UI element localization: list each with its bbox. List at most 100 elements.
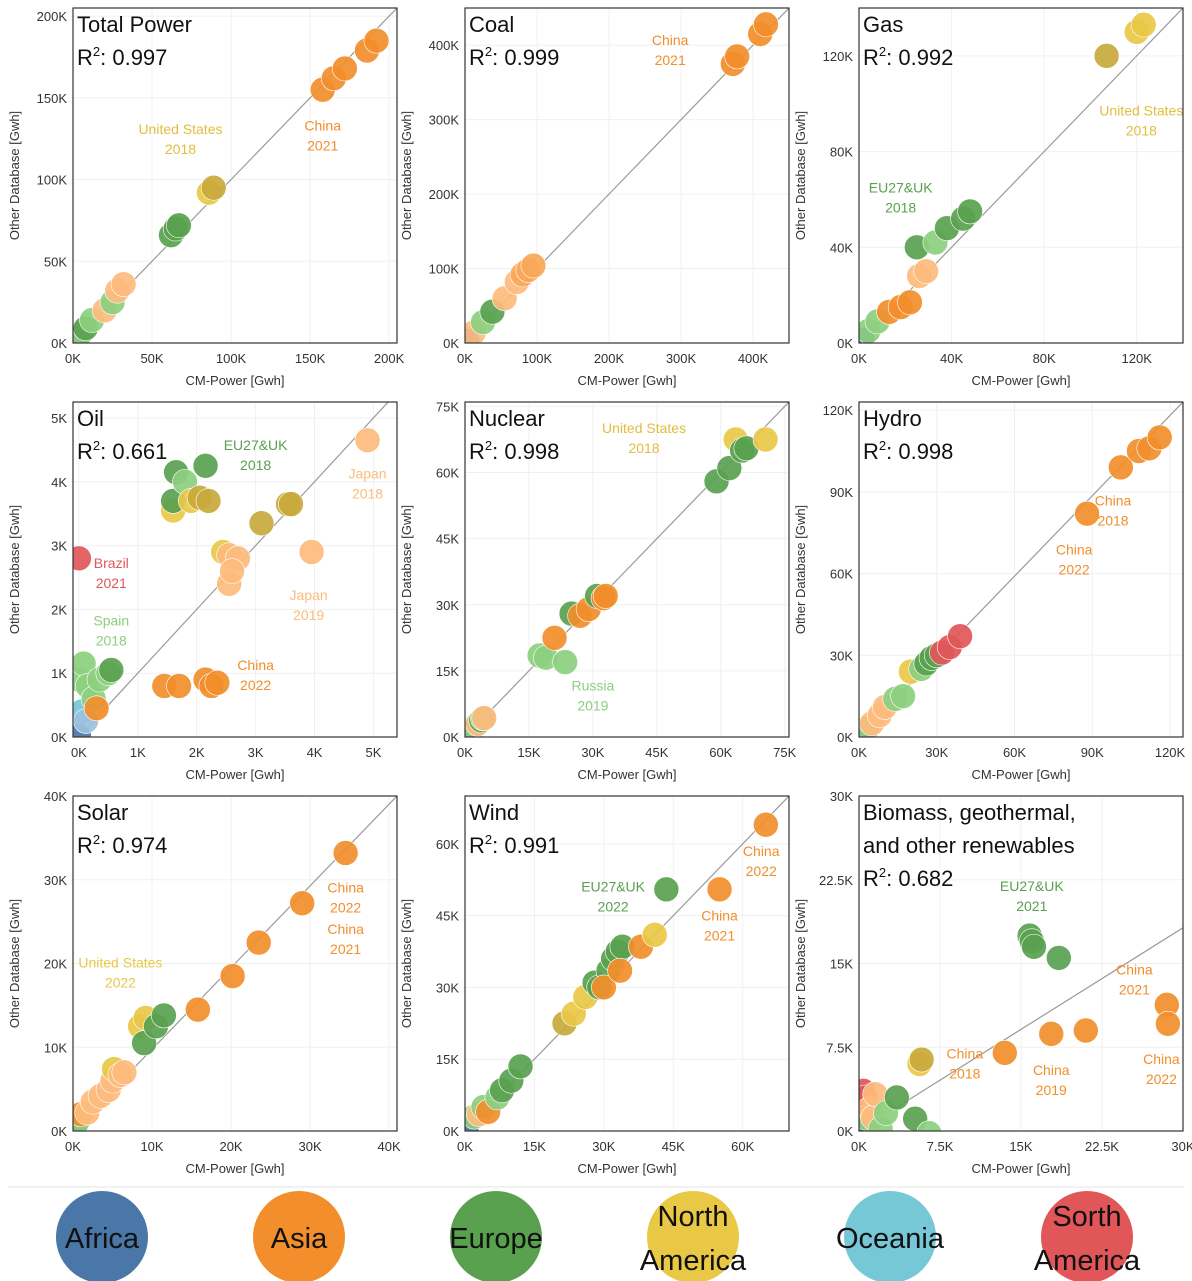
y-tick-label: 5K	[51, 411, 67, 426]
x-axis-title: CM-Power [Gwh]	[578, 373, 677, 388]
legend-item: North America	[640, 1191, 747, 1281]
plot-frame	[858, 7, 1184, 344]
point-annotation: United States	[602, 420, 686, 436]
x-tick-label: 7.5K	[927, 1139, 954, 1154]
data-point	[289, 890, 315, 917]
x-tick-label: 0K	[851, 1139, 867, 1154]
legend-item: Sorth America	[1034, 1191, 1141, 1281]
data-point	[471, 705, 497, 731]
point-annotation: 2021	[1016, 898, 1047, 914]
x-tick-label: 3K	[248, 745, 264, 760]
point-annotation: China	[327, 879, 364, 895]
x-tick-label: 15K	[1009, 1139, 1032, 1154]
x-tick-label: 0K	[65, 351, 81, 366]
r-squared: R2: 0.991	[469, 832, 559, 858]
x-tick-label: 30K	[581, 745, 604, 760]
x-tick-label: 2K	[189, 745, 205, 760]
point-annotation: China	[327, 921, 364, 937]
x-tick-label: 45K	[645, 745, 668, 760]
plot-frame	[858, 795, 1184, 1132]
legend-swatch	[1041, 1191, 1133, 1281]
point-annotation: 2019	[1036, 1082, 1067, 1098]
y-tick-label: 15K	[436, 1052, 459, 1067]
r-squared: R2: 0.992	[863, 44, 953, 70]
plot-area	[73, 796, 397, 1131]
chart-panel-6: 0K 30K 60K 90K 120K 0K 30K 60K 90K 120K CM-Power […	[793, 401, 1186, 782]
r-squared: R2: 0.998	[469, 438, 559, 464]
plot-area	[859, 8, 1183, 343]
point-annotation: China	[947, 1045, 984, 1061]
data-point	[653, 876, 680, 903]
y-tick-label: 20K	[44, 957, 67, 972]
data-point	[753, 11, 779, 38]
r-squared: R2: 0.661	[77, 438, 167, 464]
data-point	[200, 174, 227, 201]
data-point	[957, 198, 983, 225]
y-tick-label: 75K	[436, 399, 459, 414]
y-tick-label: 0K	[443, 730, 459, 745]
y-axis-title: Other Database [Gwh]	[7, 899, 22, 1028]
data-point	[1073, 1017, 1099, 1044]
x-tick-label: 30K	[592, 1139, 615, 1154]
y-axis-title: Other Database [Gwh]	[399, 505, 414, 634]
chart-panel-1: 0K 50K 100K 150K 200K 0K 50K 100K 150K 200K CM-Pow…	[7, 7, 405, 388]
data-point	[947, 623, 973, 650]
data-point	[332, 840, 359, 866]
point-annotation: 2021	[704, 927, 735, 943]
x-tick-label: 0K	[457, 745, 473, 760]
x-tick-label: 90K	[1081, 745, 1104, 760]
legend-item: Europe	[449, 1191, 543, 1281]
point-annotation: Brazil	[94, 555, 129, 571]
point-annotation: 2018	[1126, 123, 1157, 139]
x-tick-label: 200K	[374, 351, 405, 366]
point-annotation: 2018	[240, 457, 271, 473]
data-point	[1074, 500, 1100, 527]
chart-title-line2: and other renewables	[863, 833, 1075, 858]
data-point	[591, 974, 617, 1001]
x-tick-label: 40K	[378, 1139, 401, 1154]
point-annotation: 2018	[165, 141, 196, 157]
chart-title: Total Power	[77, 12, 192, 37]
plot-area	[859, 402, 1183, 737]
chart-panel-2: 0K 100K 200K 300K 400K 0K 100K 200K 300K 400K CM-P…	[399, 7, 790, 388]
y-tick-label: 30K	[830, 648, 853, 663]
x-tick-label: 0K	[851, 351, 867, 366]
chart-title: Biomass, geothermal,	[863, 800, 1076, 825]
data-point	[1038, 1021, 1065, 1047]
x-axis-title: CM-Power [Gwh]	[186, 767, 285, 782]
y-tick-label: 3K	[51, 539, 67, 554]
point-annotation: China	[1056, 542, 1093, 558]
y-tick-label: 45K	[436, 532, 459, 547]
point-annotation: Japan	[348, 466, 386, 482]
plot-area	[465, 8, 789, 343]
y-tick-label: 300K	[429, 113, 460, 128]
data-point	[706, 876, 733, 903]
x-tick-label: 200K	[594, 351, 625, 366]
point-annotation: United States	[138, 121, 222, 137]
data-point	[248, 510, 275, 537]
chart-panel-7: 0K 10K 20K 30K 40K 0K 10K 20K 30K 40K CM-Power [Gw…	[7, 789, 401, 1176]
point-annotation: 2022	[746, 863, 777, 879]
legend-label: Sorth	[1052, 1201, 1121, 1233]
x-tick-label: 0K	[457, 351, 473, 366]
point-annotation: Russia	[571, 678, 614, 694]
chart-panel-5: 0K 15K 30K 45K 60K 75K 0K 15K 30K 45K 60K 75K CM-Pow…	[399, 399, 797, 782]
x-tick-label: 5K	[365, 745, 381, 760]
chart-panel-9: 0K 7.5K 15K 22.5K 30K 0K 7.5K 15K 22.5K 30K CM-Pow…	[793, 789, 1192, 1176]
y-tick-label: 40K	[830, 240, 853, 255]
x-tick-label: 1K	[130, 745, 146, 760]
data-point	[204, 669, 231, 696]
data-point	[916, 1120, 942, 1131]
plot-frame	[464, 401, 790, 738]
y-tick-label: 50K	[44, 254, 67, 269]
point-annotation: China	[1095, 492, 1132, 508]
plot-frame	[858, 401, 1184, 738]
legend-label: Europe	[449, 1223, 543, 1255]
x-tick-label: 15K	[523, 1139, 546, 1154]
chart-title: Hydro	[863, 406, 922, 431]
plot-frame	[72, 401, 398, 738]
r-squared: R2: 0.974	[77, 832, 167, 858]
y-tick-label: 4K	[51, 475, 67, 490]
x-tick-label: 4K	[307, 745, 323, 760]
data-point	[219, 963, 246, 989]
